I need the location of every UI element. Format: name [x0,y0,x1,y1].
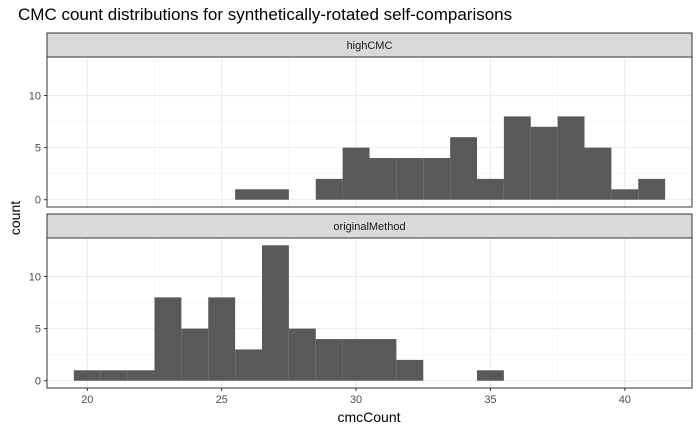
histogram-bar [127,370,155,381]
histogram-bar [369,158,397,200]
x-axis-title: cmcCount [337,409,400,425]
histogram-bar [288,328,316,381]
x-tick-label: 25 [216,394,228,406]
histogram-bar [208,297,236,381]
chart-title: CMC count distributions for syntheticall… [18,5,513,24]
y-tick-label: 5 [35,143,41,155]
x-tick-label: 30 [350,394,362,406]
histogram-bar [477,370,504,381]
x-tick-label: 40 [619,394,631,406]
y-tick-label: 0 [35,376,41,388]
histogram-bar [369,339,397,381]
histogram-bar [611,189,639,200]
histogram-bar [477,178,504,200]
histogram-bar [181,328,209,381]
histogram-bar [100,370,128,381]
histogram-bar [584,147,612,200]
histogram-bar [235,189,262,200]
histogram-bar [342,339,370,381]
x-tick-label: 35 [484,394,496,406]
facet-strip [46,32,693,58]
y-axis-title: count [7,201,23,235]
histogram-bar [503,116,531,200]
y-tick-label: 10 [29,91,41,103]
histogram-bar [396,359,424,381]
histogram-bar [315,339,343,381]
y-tick-label: 10 [29,272,41,284]
histogram-bar [315,178,343,200]
x-tick-label: 20 [81,394,93,406]
panel-originalMethod: originalMethod 0 5 10 20 25 30 35 40 [29,213,693,406]
y-tick-label: 0 [35,195,41,207]
histogram-bar [262,245,289,381]
facet-strip-label: originalMethod [333,221,405,233]
histogram-bar [154,297,182,381]
histogram-bar [450,137,477,200]
histogram-bar [530,126,558,200]
histogram-bar [342,147,370,200]
panel-highCMC: highCMC 0 5 10 [29,32,693,208]
histogram-bar [557,116,585,200]
y-tick-label: 5 [35,324,41,336]
histogram-bar [423,158,451,200]
histogram-bar [73,370,101,381]
histogram-bar [235,349,262,381]
facet-strip [46,213,693,239]
facet-strip-label: highCMC [347,40,393,52]
panels-layer: highCMC 0 5 10 originalMethod 0 5 10 20 25 30 35 40 [29,32,693,406]
histogram-bar [396,158,424,200]
histogram-bar [638,178,666,200]
histogram-bar [262,189,289,200]
